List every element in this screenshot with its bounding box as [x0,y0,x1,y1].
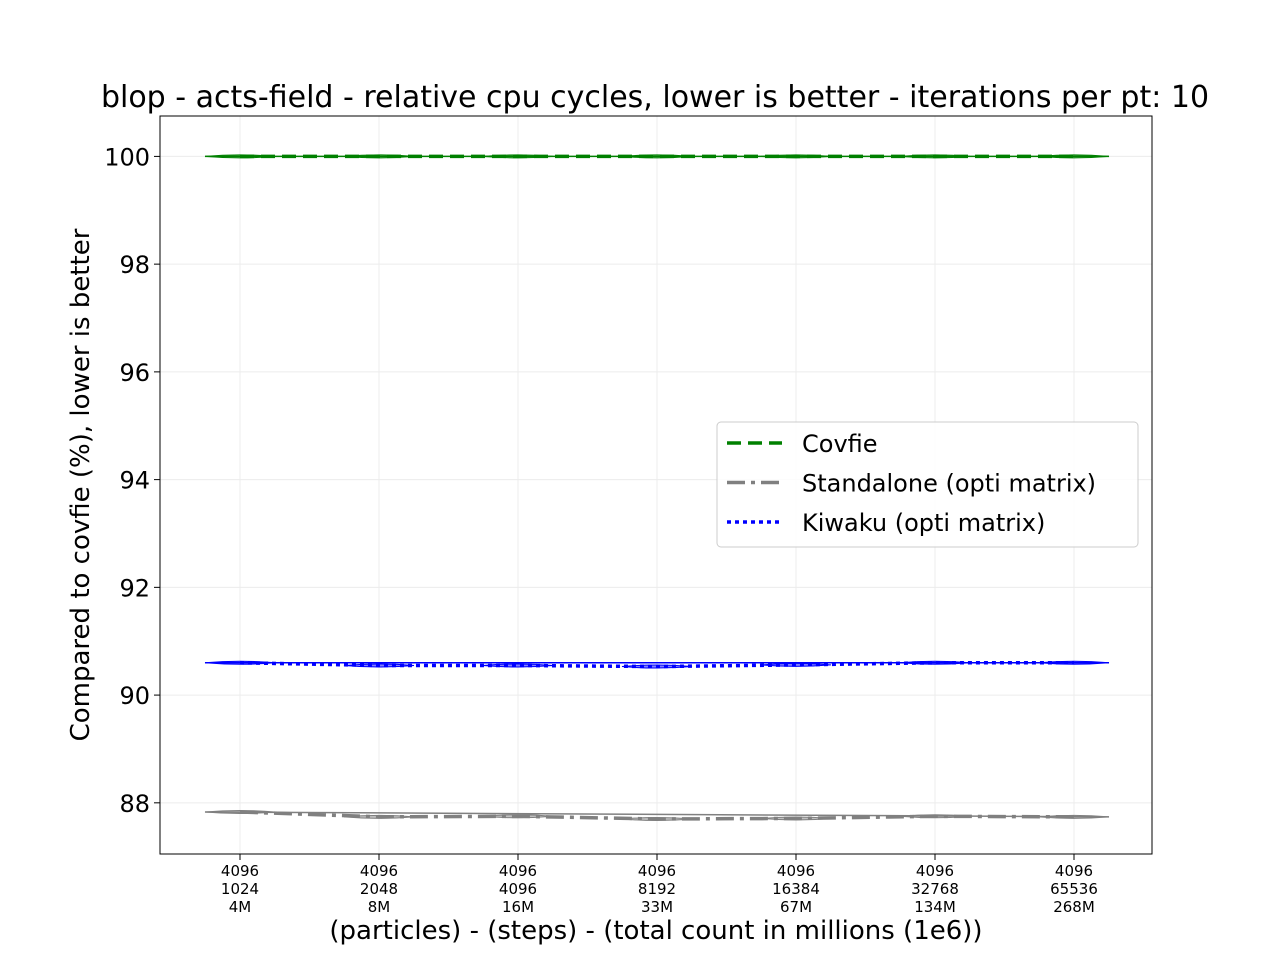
x-tick-label: 33M [641,898,673,916]
x-tick-label: 4096 [916,862,954,880]
legend-entry-label: Covfie [802,430,878,458]
x-tick-label: 4M [229,898,252,916]
legend-entry-label: Kiwaku (opti matrix) [802,509,1045,537]
x-tick-label: 268M [1053,898,1095,916]
y-tick-label: 96 [119,359,150,387]
x-tick-label: 32768 [911,880,959,898]
legend-entry-label: Standalone (opti matrix) [802,470,1096,498]
y-tick-label: 88 [119,790,150,818]
x-tick-label: 8M [368,898,391,916]
x-tick-label: 8192 [638,880,676,898]
x-tick-label: 4096 [499,880,537,898]
x-tick-label: 1024 [221,880,259,898]
x-tick-label: 4096 [638,862,676,880]
data-point-violin [482,663,554,668]
x-tick-label: 67M [780,898,812,916]
plot-frame [159,115,1153,855]
x-tick-label: 4096 [499,862,537,880]
series-layer [204,154,1110,821]
x-tick-label: 4096 [360,862,398,880]
x-tick-label: 4096 [221,862,259,880]
y-tick-label: 98 [119,251,150,279]
y-axis: 88 90 92 94 96 98 100 [104,143,160,818]
y-tick-label: 100 [104,143,150,171]
x-axis: 409610244M409620488M4096409616M409681923… [221,854,1098,916]
x-tick-label: 2048 [360,880,398,898]
x-tick-label: 134M [914,898,956,916]
y-tick-label: 92 [119,574,150,602]
legend-frame [716,421,1139,548]
series-line [239,810,1075,821]
x-tick-label: 16384 [772,880,820,898]
y-axis-label: Compared to covfie (%), lower is better [66,228,96,741]
x-tick-label: 16M [502,898,534,916]
data-point-violin [899,660,971,665]
series-line [239,661,1074,669]
y-tick-label: 94 [119,467,150,495]
x-axis-label: (particles) - (steps) - (total count in … [329,916,982,946]
legend: Covfie Standalone (opti matrix) Kiwaku (op… [716,421,1139,548]
x-tick-label: 4096 [777,862,815,880]
x-tick-label: 65536 [1050,880,1098,898]
x-tick-label: 4096 [1055,862,1093,880]
chart-title: blop - acts-field - relative cpu cycles,… [101,80,1209,115]
y-tick-label: 90 [119,682,150,710]
